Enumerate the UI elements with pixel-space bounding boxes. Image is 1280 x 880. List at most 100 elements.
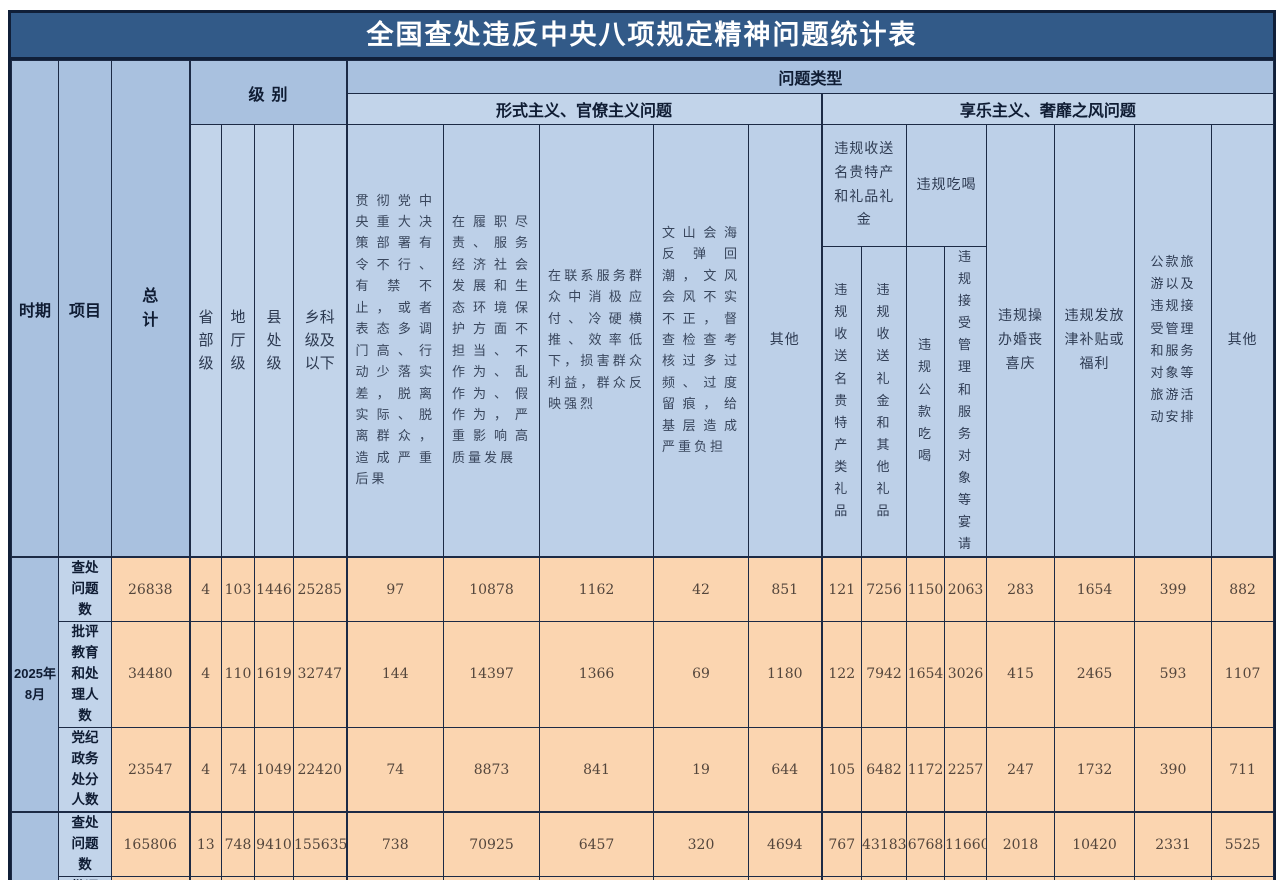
col-group-dining: 违规吃喝 bbox=[906, 124, 988, 247]
col-header-hedonism-other: 其他 bbox=[1211, 124, 1275, 558]
data-cell: 6288 bbox=[748, 876, 823, 880]
data-cell: 74 bbox=[221, 726, 255, 813]
data-cell: 247 bbox=[986, 726, 1056, 813]
col-header-weddings-funerals: 违规操办婚丧喜庆 bbox=[986, 124, 1056, 558]
data-cell: 3578 bbox=[1134, 876, 1213, 880]
data-cell: 415 bbox=[986, 621, 1056, 728]
statistics-table: 时期 项目 总计 级别 问题类型 形式主义、官僚主义问题 享乐主义、奢靡之风问题… bbox=[11, 60, 1275, 880]
row-label: 查处问题数 bbox=[58, 811, 112, 878]
data-cell: 283 bbox=[986, 556, 1056, 623]
data-cell: 2670 bbox=[986, 876, 1056, 880]
data-cell: 7311 bbox=[1211, 876, 1275, 880]
data-cell: 17208 bbox=[944, 876, 988, 880]
data-cell: 25285 bbox=[292, 556, 348, 623]
col-header-public-funded-travel: 公款旅游以及违规接受管理和服务对象等旅游活动安排 bbox=[1134, 124, 1213, 558]
data-cell: 7942 bbox=[861, 621, 908, 728]
data-cell: 74 bbox=[346, 726, 445, 813]
data-cell: 5525 bbox=[1211, 811, 1275, 878]
data-cell: 1366 bbox=[539, 621, 655, 728]
data-cell: 10650 bbox=[254, 876, 294, 880]
data-cell: 7256 bbox=[861, 556, 908, 623]
period-cell: 2025年以来 bbox=[11, 811, 59, 880]
data-cell: 13 bbox=[189, 811, 222, 878]
data-cell: 43183 bbox=[861, 811, 908, 878]
data-cell: 42 bbox=[653, 556, 750, 623]
data-cell: 1619 bbox=[254, 621, 294, 728]
data-cell: 738 bbox=[346, 811, 445, 878]
col-header-formalism-other: 其他 bbox=[748, 124, 823, 558]
data-cell: 2331 bbox=[1134, 811, 1213, 878]
data-cell: 3026 bbox=[944, 621, 988, 728]
col-header-level-township: 乡科级及以下 bbox=[292, 124, 348, 558]
data-cell: 4 bbox=[189, 621, 222, 728]
col-header-level-province: 省部级 bbox=[189, 124, 222, 558]
data-cell: 22420 bbox=[292, 726, 348, 813]
data-cell: 32747 bbox=[292, 621, 348, 728]
col-group-level: 级别 bbox=[188, 60, 348, 125]
data-cell: 7765 bbox=[539, 876, 655, 880]
data-cell: 399 bbox=[1134, 556, 1213, 623]
col-header-gifts-cash: 违规收送礼金和其他礼品 bbox=[861, 246, 908, 558]
data-cell: 985 bbox=[346, 876, 445, 880]
data-cell: 2465 bbox=[1054, 621, 1136, 728]
col-group-problem-type: 问题类型 bbox=[346, 60, 1275, 94]
data-cell: 9410 bbox=[254, 811, 294, 878]
data-cell: 2257 bbox=[944, 726, 988, 813]
data-cell: 70925 bbox=[443, 811, 541, 878]
total-label: 总计 bbox=[142, 288, 159, 329]
data-cell: 205642 bbox=[292, 876, 348, 880]
data-cell: 1049 bbox=[254, 726, 294, 813]
data-cell: 851 bbox=[748, 556, 823, 623]
data-cell: 10273 bbox=[906, 876, 946, 880]
data-cell: 320 bbox=[653, 811, 750, 878]
data-cell: 6768 bbox=[906, 811, 946, 878]
data-cell: 155635 bbox=[292, 811, 348, 878]
col-group-gifts: 违规收送名贵特产和礼品礼金 bbox=[821, 124, 908, 247]
data-cell: 103 bbox=[221, 556, 255, 623]
data-cell: 767 bbox=[821, 811, 863, 878]
data-cell: 14397 bbox=[443, 621, 541, 728]
data-cell: 833 bbox=[821, 876, 863, 880]
col-header-allowances: 违规发放津补贴或福利 bbox=[1054, 124, 1136, 558]
col-header-formalism-3: 在联系服务群众中消极应付、冷硬横推、效率低下，损害群众利益，群众反映强烈 bbox=[539, 124, 655, 558]
data-cell: 13 bbox=[189, 876, 222, 880]
col-header-level-county: 县处级 bbox=[254, 124, 294, 558]
row-label: 党纪政务处分人数 bbox=[58, 726, 112, 813]
row-label: 查处问题数 bbox=[58, 556, 112, 623]
col-header-formalism-1: 贯彻党中央重大决策部署有令不行、有禁不止，或者表态多调门高、行动少落实差，脱离实… bbox=[346, 124, 445, 558]
col-header-dining-public-funds: 违规公款吃喝 bbox=[906, 246, 946, 558]
data-cell: 1654 bbox=[1054, 556, 1136, 623]
col-header-level-prefecture: 地厅级 bbox=[221, 124, 255, 558]
page-title: 全国查处违反中央八项规定精神问题统计表 bbox=[11, 13, 1273, 60]
data-cell: 121 bbox=[821, 556, 863, 623]
data-cell: 217114 bbox=[111, 876, 191, 880]
data-cell: 477 bbox=[653, 876, 750, 880]
data-cell: 23547 bbox=[111, 726, 191, 813]
data-cell: 144 bbox=[346, 621, 445, 728]
data-cell: 4 bbox=[189, 726, 222, 813]
data-cell: 26838 bbox=[111, 556, 191, 623]
data-cell: 1107 bbox=[1211, 621, 1275, 728]
data-cell: 711 bbox=[1211, 726, 1275, 813]
data-cell: 2018 bbox=[986, 811, 1056, 878]
data-cell: 882 bbox=[1211, 556, 1275, 623]
table-body: 2025年8月 查处问题数 26838 4 103 1446 25285 97 10878 116… bbox=[11, 556, 1275, 880]
data-cell: 69 bbox=[653, 621, 750, 728]
data-cell: 390 bbox=[1134, 726, 1213, 813]
period-cell: 2025年8月 bbox=[11, 556, 59, 813]
data-cell: 748 bbox=[221, 811, 255, 878]
col-header-formalism-4: 文山会海反弹回潮，文风会风不实不正，督查检查考核过多过频、过度留痕，给基层造成严… bbox=[653, 124, 750, 558]
data-cell: 105 bbox=[821, 726, 863, 813]
col-header-item: 项目 bbox=[58, 60, 112, 558]
data-cell: 10420 bbox=[1054, 811, 1136, 878]
data-cell: 19 bbox=[653, 726, 750, 813]
data-cell: 47368 bbox=[861, 876, 908, 880]
statistics-sheet: 全国查处违反中央八项规定精神问题统计表 时期 项目 总计 级别 问题类型 形式主… bbox=[8, 10, 1276, 880]
col-header-formalism-2: 在履职尽责、服务经济社会发展和生态环境保护方面不担当、不作为、乱作为、假作为，严… bbox=[443, 124, 541, 558]
data-cell: 110 bbox=[221, 621, 255, 728]
data-cell: 4694 bbox=[748, 811, 823, 878]
data-cell: 97 bbox=[346, 556, 445, 623]
data-cell: 6482 bbox=[861, 726, 908, 813]
data-cell: 34480 bbox=[111, 621, 191, 728]
data-cell: 1446 bbox=[254, 556, 294, 623]
